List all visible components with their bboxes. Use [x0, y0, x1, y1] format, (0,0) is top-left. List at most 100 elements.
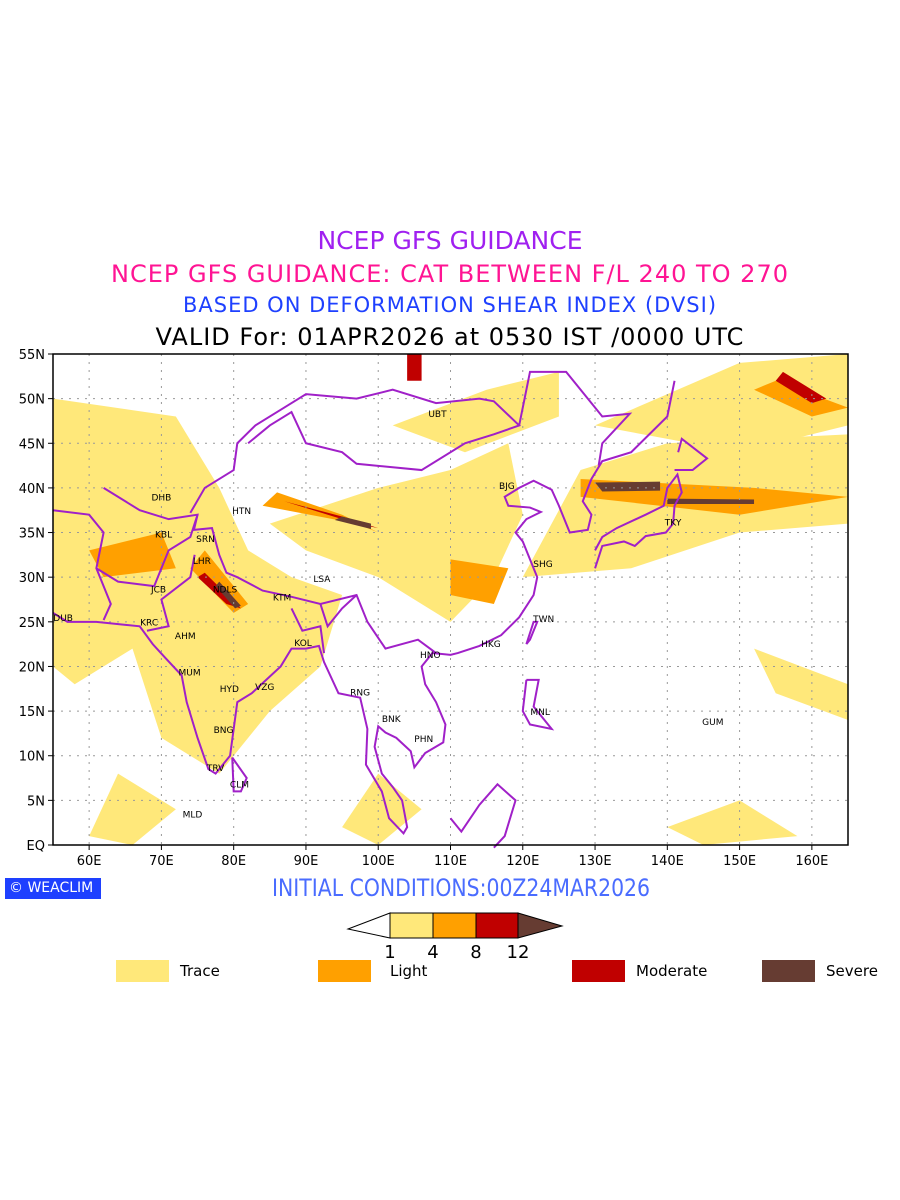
legend-swatch-trace: [116, 960, 169, 982]
turbulence-area: [89, 532, 176, 578]
city-label-dhb: DHB: [151, 494, 171, 504]
lon-label: 90E: [294, 854, 319, 869]
lon-label: 70E: [149, 854, 174, 869]
city-label-bnk: BNK: [382, 715, 402, 725]
lon-label: 80E: [221, 854, 246, 869]
lat-label: 35N: [19, 527, 45, 542]
title-cat-levels: NCEP GFS GUIDANCE: CAT BETWEEN F/L 240 T…: [111, 260, 789, 288]
title-valid-time: VALID For: 01APR2026 at 0530 IST /0000 U…: [155, 323, 745, 351]
city-label-lhr: LHR: [193, 557, 211, 567]
initial-conditions: INITIAL CONDITIONS:00Z24MAR2026: [272, 874, 651, 902]
city-labels: DHB HTN KBL SRN LHR JCB NDLS KTM LSA DUB KRC AHM KOL…: [53, 410, 723, 821]
city-label-mld: MLD: [183, 811, 203, 821]
turbulence-area: [262, 492, 379, 533]
turbulence-shading: [53, 354, 848, 845]
city-label-tky: TKY: [664, 519, 682, 529]
boundary-line: [521, 678, 555, 731]
colorbar-low-arrow: [346, 912, 391, 939]
turbulence-area: [342, 773, 422, 845]
boundary-line: [52, 380, 676, 836]
turbulence-area: [392, 371, 559, 453]
lon-label: 110E: [434, 854, 467, 869]
turbulence-area: [215, 581, 241, 609]
lat-label: 15N: [19, 705, 45, 720]
lon-label: 150E: [723, 854, 756, 869]
boundary-line: [189, 388, 522, 514]
boundary-line: [525, 620, 539, 645]
cat-map: DHB HTN KBL SRN LHR JCB NDLS KTM LSA DUB KRC AHM KOL…: [19, 348, 849, 869]
city-label-shg: SHG: [533, 560, 552, 570]
colorbar-tick: 4: [427, 942, 438, 960]
city-label-hno: HNO: [420, 651, 441, 661]
boundary-line: [290, 607, 326, 654]
lon-label: 100E: [362, 854, 395, 869]
city-label-lsa: LSA: [313, 575, 331, 585]
colorbar-severe-arrow: [517, 912, 564, 939]
colorbar: 1 4 8 12: [346, 912, 564, 960]
city-label-kol: KOL: [294, 639, 312, 649]
title-main: NCEP GFS GUIDANCE: [317, 226, 583, 255]
logo-text: WEACLIM: [27, 880, 94, 896]
lon-label: 120E: [506, 854, 539, 869]
lon-label: 60E: [77, 854, 102, 869]
legend-label-light: Light: [390, 962, 428, 980]
city-label-srn: SRN: [196, 535, 215, 545]
lat-label: 40N: [19, 482, 45, 497]
turbulence-area: [667, 498, 755, 504]
city-label-dub: DUB: [53, 614, 73, 624]
boundary-line: [103, 487, 437, 654]
colorbar-light: [432, 912, 477, 939]
lat-label: 55N: [19, 348, 45, 363]
legend-label-trace: Trace: [180, 962, 220, 980]
city-label-twn: TWN: [532, 615, 554, 625]
city-label-phn: PHN: [414, 735, 433, 745]
city-label-ktm: KTM: [273, 594, 291, 604]
city-label-vzg: VZG: [255, 683, 274, 693]
city-label-hyd: HYD: [220, 685, 239, 695]
turbulence-area: [595, 481, 661, 492]
city-label-bjg: BJG: [499, 482, 515, 492]
city-label-kbl: KBL: [155, 530, 172, 540]
legend-swatch-moderate: [572, 960, 625, 982]
turbulence-area: [754, 648, 848, 721]
city-label-clm: CLM: [230, 780, 249, 790]
boundary-line: [594, 472, 683, 569]
boundary-line: [95, 514, 199, 588]
city-label-ubt: UBT: [428, 410, 447, 420]
city-label-gum: GUM: [702, 718, 723, 728]
city-label-mum: MUM: [179, 669, 201, 679]
lat-label: 25N: [19, 616, 45, 631]
colorbar-tick: 1: [384, 942, 395, 960]
colorbar-tick: 8: [470, 942, 481, 960]
legend-swatch-light: [318, 960, 371, 982]
axis-labels: EQ 5N 10N 15N 20N 25N 30N 35N 40N 45N 50N 55N 60E 70E…: [19, 348, 829, 869]
city-label-bng: BNG: [214, 726, 234, 736]
boundary-line: [52, 509, 112, 621]
colorbar-moderate: [475, 912, 519, 939]
city-label-htn: HTN: [232, 507, 251, 517]
weaclim-logo: © WEACLIM: [5, 878, 101, 899]
lon-label: 140E: [651, 854, 684, 869]
city-label-krc: KRC: [140, 619, 158, 629]
turbulence-area: [334, 516, 371, 529]
gridlines: [53, 354, 848, 845]
boundary-line: [674, 437, 709, 472]
boundaries: [52, 370, 709, 849]
boundary-line: [231, 756, 248, 793]
boundary-line: [449, 782, 517, 849]
lat-label: 50N: [19, 393, 45, 408]
legend-swatch-severe: [762, 960, 815, 982]
lat-label: 10N: [19, 750, 45, 765]
lon-label: 160E: [795, 854, 828, 869]
boundary-line: [319, 594, 358, 629]
city-label-rng: RNG: [350, 688, 370, 698]
city-label-trv: TRV: [206, 764, 225, 774]
city-label-ndls: NDLS: [213, 586, 238, 596]
lon-label: 130E: [579, 854, 612, 869]
city-label-mnl: MNL: [530, 708, 550, 718]
colorbar-tick: 12: [507, 942, 530, 960]
lat-label: 30N: [19, 571, 45, 586]
legend-label-severe: Severe: [826, 962, 878, 980]
turbulence-area: [667, 800, 798, 845]
turbulence-area: [407, 354, 422, 381]
